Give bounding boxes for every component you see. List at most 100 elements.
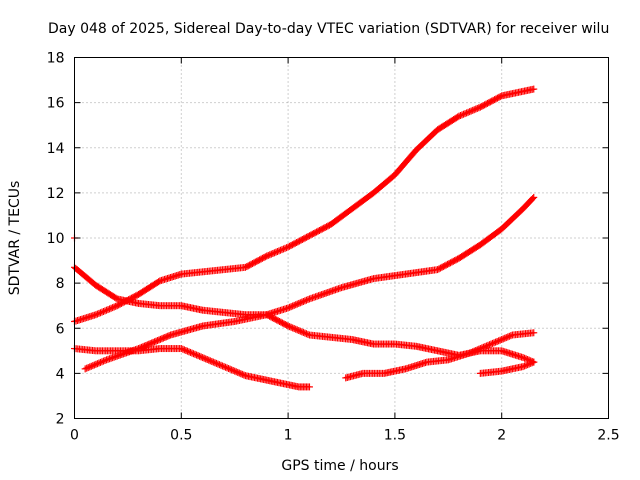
- trace-point: [464, 350, 472, 358]
- trace-point: [229, 366, 237, 374]
- data-point: [220, 363, 228, 371]
- trace-point: [457, 112, 465, 120]
- trace-point: [431, 128, 439, 136]
- trace-point: [528, 85, 536, 93]
- trace-point: [489, 339, 497, 347]
- trace-point: [492, 338, 500, 346]
- trace-point: [290, 325, 298, 333]
- trace-point: [212, 359, 220, 367]
- trace-point: [273, 248, 281, 256]
- trace-point: [298, 328, 306, 336]
- trace-point: [104, 306, 112, 314]
- trace-point: [112, 302, 120, 310]
- x-tick-label: 1: [284, 428, 293, 444]
- trace-point: [260, 254, 268, 262]
- y-tick-label: 2: [56, 412, 65, 428]
- trace-point: [292, 325, 300, 333]
- trace-point: [479, 343, 487, 351]
- trace-point: [287, 303, 295, 311]
- y-tick-label: 16: [47, 96, 65, 112]
- trace-point: [90, 361, 98, 369]
- trace-point: [295, 327, 303, 335]
- trace-point: [388, 173, 396, 181]
- trace-point: [264, 251, 272, 259]
- trace-point: [203, 356, 211, 364]
- trace-point: [89, 279, 97, 287]
- trace-point: [96, 358, 104, 366]
- trace-point: [304, 383, 312, 391]
- trace-point: [194, 352, 202, 360]
- trace-point: [92, 360, 100, 368]
- trace-point: [197, 322, 205, 330]
- trace-point: [209, 358, 217, 366]
- trace-point: [481, 343, 489, 351]
- trace-point: [507, 332, 515, 340]
- trace-point: [90, 311, 98, 319]
- trace-point: [493, 337, 501, 345]
- trace-point: [302, 330, 310, 338]
- trace-point: [107, 304, 115, 312]
- y-tick-label: 18: [47, 51, 65, 67]
- trace-point: [490, 339, 498, 347]
- trace-point: [280, 245, 288, 253]
- trace-point: [281, 244, 289, 252]
- data-point: [530, 358, 538, 366]
- trace-point: [86, 363, 94, 371]
- trace-point: [458, 111, 466, 119]
- trace-point: [469, 348, 477, 356]
- trace-point: [421, 359, 429, 367]
- trace-point: [452, 114, 460, 122]
- trace-point: [495, 93, 503, 101]
- trace-point: [208, 357, 216, 365]
- trace-point: [522, 361, 530, 369]
- trace-point: [473, 104, 481, 112]
- trace-point: [303, 233, 311, 241]
- trace-point: [463, 109, 471, 117]
- trace-point: [287, 323, 295, 331]
- trace-point: [261, 311, 269, 319]
- trace-point: [132, 292, 140, 300]
- trace-point: [498, 336, 506, 344]
- trace-point: [261, 253, 269, 261]
- trace-point: [296, 299, 304, 307]
- trace-point: [472, 346, 480, 354]
- trace-point: [109, 304, 117, 312]
- trace-point: [466, 108, 474, 116]
- trace-point: [281, 320, 289, 328]
- trace-point: [473, 346, 481, 354]
- trace-point: [464, 108, 472, 116]
- trace-point: [296, 327, 304, 335]
- trace-point: [518, 353, 526, 361]
- trace-point: [467, 107, 475, 115]
- trace-point: [460, 110, 468, 118]
- trace-point: [83, 364, 91, 372]
- trace-point: [111, 293, 119, 301]
- trace-point: [368, 275, 376, 283]
- trace-point: [176, 271, 184, 279]
- trace-point: [289, 302, 297, 310]
- trace-point: [302, 296, 310, 304]
- trace-point: [336, 284, 344, 292]
- trace-point: [101, 307, 109, 315]
- trace-point: [226, 365, 234, 373]
- trace-point: [527, 359, 535, 367]
- trace-point: [528, 359, 536, 367]
- trace-point: [301, 329, 309, 337]
- trace-point: [478, 344, 486, 352]
- trace-point: [496, 336, 504, 344]
- trace-point: [206, 357, 214, 365]
- trace-point: [240, 264, 248, 272]
- trace-point: [484, 341, 492, 349]
- trace-point: [295, 299, 303, 307]
- trace-point: [98, 308, 106, 316]
- data-point: [199, 354, 207, 362]
- trace-point: [505, 332, 513, 340]
- trace-point: [275, 247, 283, 255]
- trace-point: [522, 355, 530, 363]
- trace-point: [180, 346, 188, 354]
- trace-point: [304, 330, 312, 338]
- trace-point: [518, 363, 526, 371]
- trace-point: [504, 333, 512, 341]
- trace-point: [200, 354, 208, 362]
